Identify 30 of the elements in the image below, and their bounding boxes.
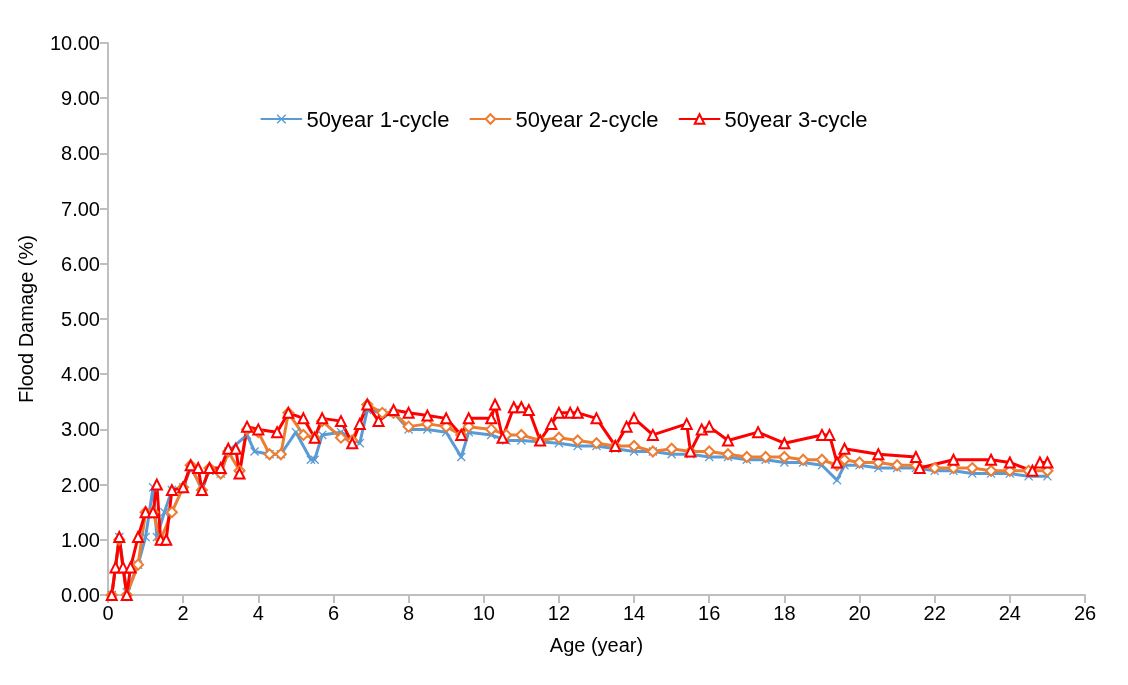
legend-label: 50year 3-cycle	[724, 106, 868, 132]
y-tick-label: 10.00	[49, 32, 100, 54]
legend-label: 50year 2-cycle	[515, 106, 659, 132]
x-tick-label: 4	[252, 602, 264, 624]
y-tick-label: 3.00	[61, 418, 100, 441]
x-tick-label: 16	[698, 602, 721, 624]
x-tick-label: 14	[622, 602, 646, 624]
y-tick-label: 8.00	[61, 142, 100, 165]
y-axis-title: Flood Damage (%)	[15, 235, 37, 403]
x-tick-label: 12	[547, 602, 571, 624]
y-tick-label: 9.00	[61, 87, 100, 110]
y-tick-label: 7.00	[61, 197, 100, 220]
x-tick-label: 8	[403, 602, 415, 624]
y-tick-label: 5.00	[61, 308, 100, 330]
x-tick-label: 22	[923, 602, 946, 624]
y-tick-label: 0.00	[61, 584, 100, 606]
x-tick-label: 20	[848, 602, 871, 624]
y-tick-label: 2.00	[61, 473, 100, 496]
x-tick-label: 10	[472, 602, 495, 624]
x-tick-label: 18	[773, 602, 796, 624]
y-tick-label: 6.00	[61, 252, 100, 275]
y-tick-label: 4.00	[61, 363, 100, 386]
x-tick-label: 2	[177, 602, 189, 624]
x-tick-label: 26	[1073, 602, 1097, 624]
legend-label: 50year 1-cycle	[306, 106, 450, 132]
x-tick-label: 0	[102, 602, 114, 624]
x-tick-label: 6	[327, 602, 340, 624]
x-tick-label: 24	[998, 602, 1021, 624]
x-axis-title: Age (year)	[549, 634, 644, 656]
y-tick-label: 1.00	[61, 528, 100, 551]
